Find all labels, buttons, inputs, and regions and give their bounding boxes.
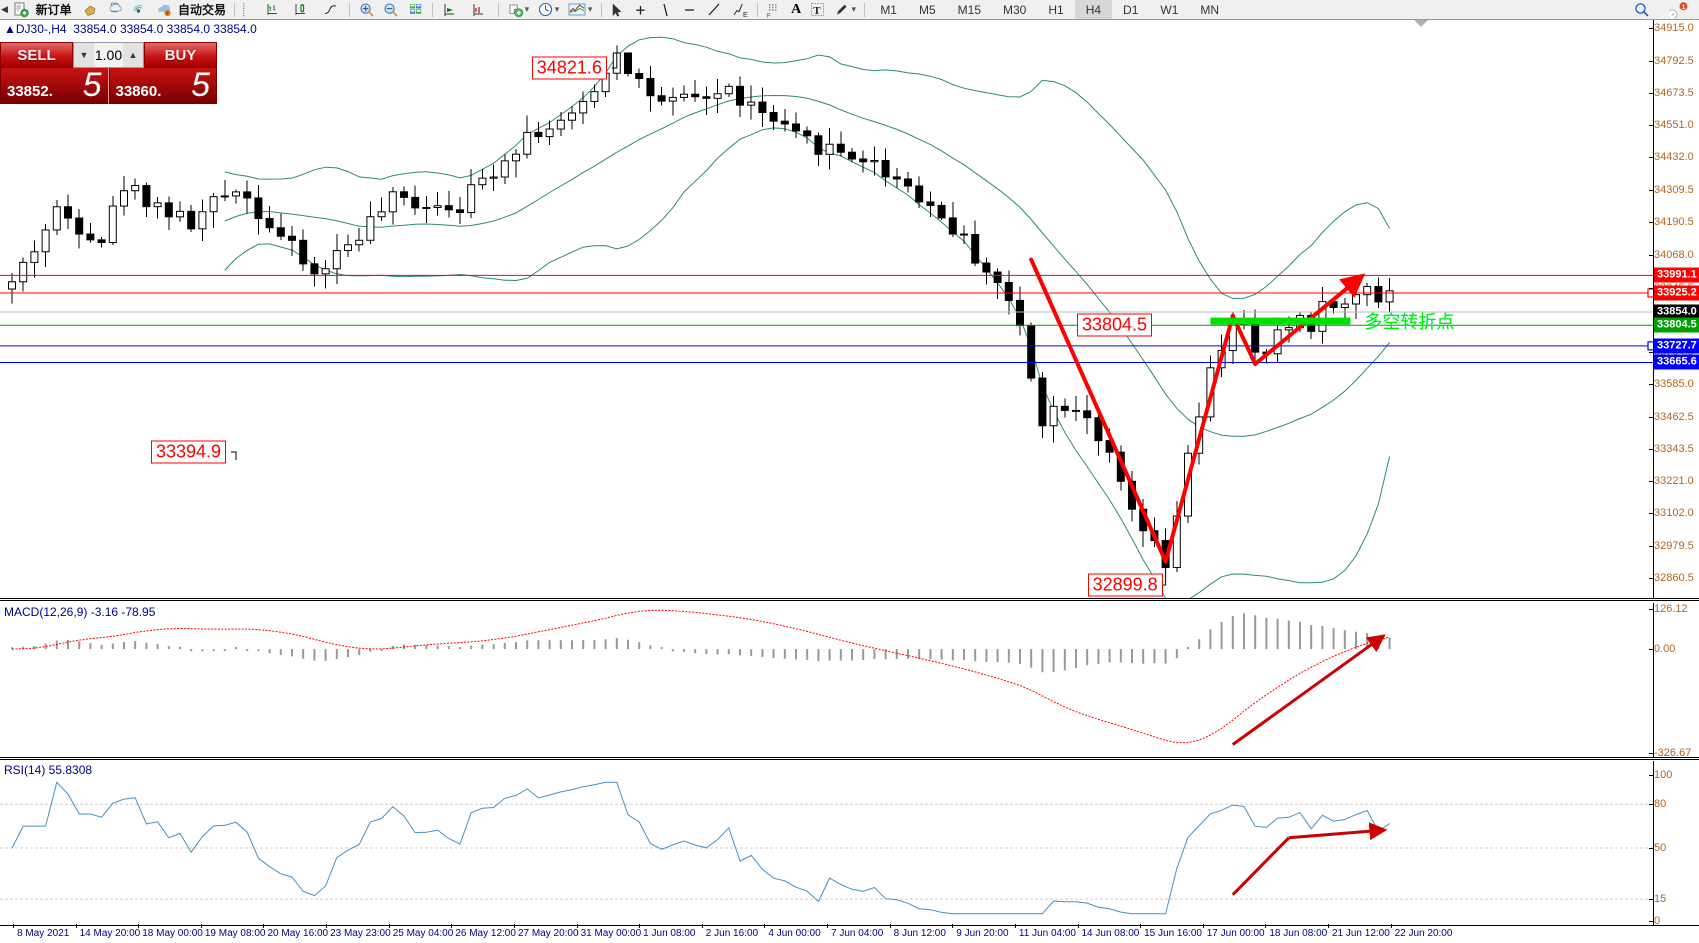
svg-text:F: F	[767, 13, 771, 18]
svg-text:1: 1	[1681, 4, 1685, 11]
svg-text:E: E	[743, 12, 748, 18]
svg-text:T: T	[813, 5, 821, 17]
